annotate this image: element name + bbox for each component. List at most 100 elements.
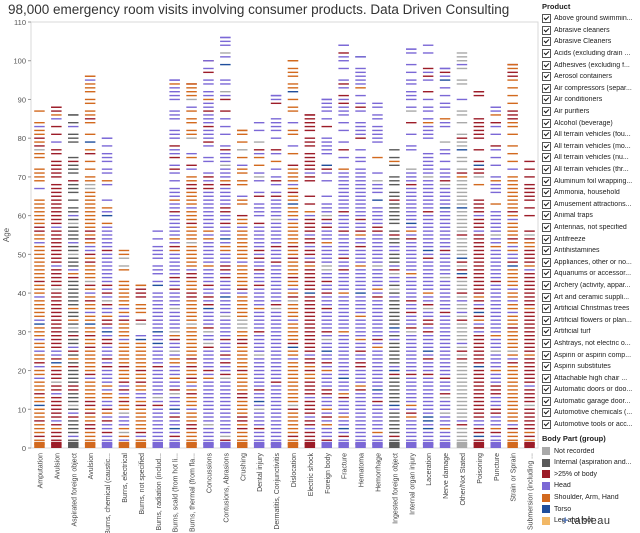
x-tick-label: Dental injury	[257, 453, 264, 492]
checkbox-checked-icon[interactable]	[542, 211, 551, 221]
product-filter-item[interactable]: Above ground swimmin...	[540, 13, 640, 25]
checkbox-checked-icon[interactable]	[542, 292, 551, 302]
checkbox-checked-icon[interactable]	[542, 362, 551, 372]
product-filter-item[interactable]: Automotive tools or acc...	[540, 419, 640, 431]
checkbox-checked-icon[interactable]	[542, 396, 551, 406]
product-filter-item[interactable]: Artificial Christmas trees	[540, 303, 640, 315]
product-filter-item[interactable]: Aspirin or aspirin comp...	[540, 349, 640, 361]
product-filter-label: Antennas, not specified	[554, 223, 627, 231]
checkbox-checked-icon[interactable]	[542, 373, 551, 383]
strip-column	[507, 63, 518, 448]
checkbox-checked-icon[interactable]	[542, 130, 551, 140]
product-filter-item[interactable]: Aluminum foil wrapping...	[540, 175, 640, 187]
product-filter-label: Abrasive Cleaners	[554, 38, 612, 46]
checkbox-checked-icon[interactable]	[542, 37, 551, 47]
product-filter-item[interactable]: Abrasive Cleaners	[540, 36, 640, 48]
checkbox-checked-icon[interactable]	[542, 338, 551, 348]
checkbox-checked-icon[interactable]	[542, 95, 551, 105]
product-filter-list[interactable]: Above ground swimmin... Abrasive cleaners…	[540, 13, 640, 430]
checkbox-checked-icon[interactable]	[542, 234, 551, 244]
legend-swatch	[542, 505, 550, 514]
x-tick-label: Fracture	[342, 453, 349, 479]
product-filter-item[interactable]: All terrain vehicles (thr...	[540, 164, 640, 176]
x-tick-label: Concussions	[206, 453, 213, 494]
checkbox-checked-icon[interactable]	[542, 25, 551, 35]
product-filter-item[interactable]: Attachable high chair ...	[540, 372, 640, 384]
product-filter-item[interactable]: All terrain vehicles (mo...	[540, 141, 640, 153]
product-filter-item[interactable]: Air conditioners	[540, 94, 640, 106]
y-axis-label: Age	[2, 227, 11, 242]
checkbox-checked-icon[interactable]	[542, 408, 551, 418]
x-tick-label: Crushing	[240, 453, 247, 481]
checkbox-checked-icon[interactable]	[542, 118, 551, 128]
checkbox-checked-icon[interactable]	[542, 199, 551, 209]
product-filter-item[interactable]: Air purifiers	[540, 106, 640, 118]
checkbox-checked-icon[interactable]	[542, 280, 551, 290]
product-filter-item[interactable]: Adhesives (excluding f...	[540, 59, 640, 71]
checkbox-checked-icon[interactable]	[542, 107, 551, 117]
product-filter-item[interactable]: Automatic doors or doo...	[540, 384, 640, 396]
product-filter-item[interactable]: Appliances, other or no...	[540, 256, 640, 268]
chart-title: 98,000 emergency room visits involving c…	[8, 2, 510, 17]
product-filter-label: All terrain vehicles (nu...	[554, 154, 629, 162]
product-filter-item[interactable]: Amusement attractions...	[540, 199, 640, 211]
product-filter-item[interactable]: Automotive chemicals (...	[540, 407, 640, 419]
strip-column	[220, 36, 231, 448]
product-filter-item[interactable]: Artificial flowers or plan...	[540, 314, 640, 326]
product-filter-label: Automatic doors or doo...	[554, 386, 633, 394]
x-tick-label: Burns, scald (from hot li...	[173, 453, 180, 532]
checkbox-checked-icon[interactable]	[542, 257, 551, 267]
product-filter-label: Attachable high chair ...	[554, 374, 628, 382]
product-filter-item[interactable]: Aerosol containers	[540, 71, 640, 83]
tableau-logo[interactable]: + tableau	[562, 515, 611, 527]
checkbox-checked-icon[interactable]	[542, 153, 551, 163]
checkbox-checked-icon[interactable]	[542, 269, 551, 279]
checkbox-checked-icon[interactable]	[542, 246, 551, 256]
checkbox-checked-icon[interactable]	[542, 188, 551, 198]
checkbox-checked-icon[interactable]	[542, 49, 551, 59]
product-filter-item[interactable]: Archery (activity, appar...	[540, 280, 640, 292]
product-filter-item[interactable]: Air compressors (separ...	[540, 83, 640, 95]
x-tick-label: Strain or Sprain	[511, 453, 518, 502]
product-filter-label: Appliances, other or no...	[554, 258, 632, 266]
product-filter-item[interactable]: Aspirin substitutes	[540, 361, 640, 373]
checkbox-checked-icon[interactable]	[542, 60, 551, 70]
checkbox-checked-icon[interactable]	[542, 176, 551, 186]
product-filter-item[interactable]: Antihistamines	[540, 245, 640, 257]
product-filter-label: Antihistamines	[554, 247, 600, 255]
checkbox-checked-icon[interactable]	[542, 72, 551, 82]
strip-chart: 0 10 20 30 40 50 60 70 80 90 100 110 Age Amputation Av…	[2, 20, 539, 533]
product-filter-item[interactable]: Ammonia, household	[540, 187, 640, 199]
checkbox-checked-icon[interactable]	[542, 327, 551, 337]
bodypart-legend-label: Leg and foot	[554, 517, 593, 525]
checkbox-checked-icon[interactable]	[542, 420, 551, 430]
checkbox-checked-icon[interactable]	[542, 141, 551, 151]
checkbox-checked-icon[interactable]	[542, 385, 551, 395]
checkbox-checked-icon[interactable]	[542, 304, 551, 314]
product-filter-item[interactable]: Aquariums or accessor...	[540, 268, 640, 280]
product-filter-item[interactable]: Acids (excluding drain ...	[540, 48, 640, 60]
checkbox-checked-icon[interactable]	[542, 165, 551, 175]
product-filter-item[interactable]: All terrain vehicles (fou...	[540, 129, 640, 141]
product-legend-header: Product	[542, 2, 571, 11]
product-filter-item[interactable]: Antennas, not specified	[540, 222, 640, 234]
checkbox-checked-icon[interactable]	[542, 14, 551, 24]
product-filter-item[interactable]: Art and ceramic suppli...	[540, 291, 640, 303]
checkbox-checked-icon[interactable]	[542, 350, 551, 360]
product-filter-item[interactable]: Abrasive cleaners	[540, 25, 640, 37]
product-filter-item[interactable]: Automatic garage door...	[540, 396, 640, 408]
product-filter-item[interactable]: All terrain vehicles (nu...	[540, 152, 640, 164]
product-filter-item[interactable]: Artificial turf	[540, 326, 640, 338]
strip-column	[406, 48, 417, 448]
product-filter-label: Automotive chemicals (...	[554, 409, 633, 417]
product-filter-item[interactable]: Antifreeze	[540, 233, 640, 245]
strip-column	[135, 284, 147, 448]
checkbox-checked-icon[interactable]	[542, 222, 551, 232]
product-filter-item[interactable]: Animal traps	[540, 210, 640, 222]
checkbox-checked-icon[interactable]	[542, 315, 551, 325]
product-filter-item[interactable]: Ashtrays, not electric o...	[540, 338, 640, 350]
strip-mark-age-zero	[456, 441, 468, 448]
checkbox-checked-icon[interactable]	[542, 83, 551, 93]
strip-column	[422, 44, 434, 448]
product-filter-item[interactable]: Alcohol (beverage)	[540, 117, 640, 129]
